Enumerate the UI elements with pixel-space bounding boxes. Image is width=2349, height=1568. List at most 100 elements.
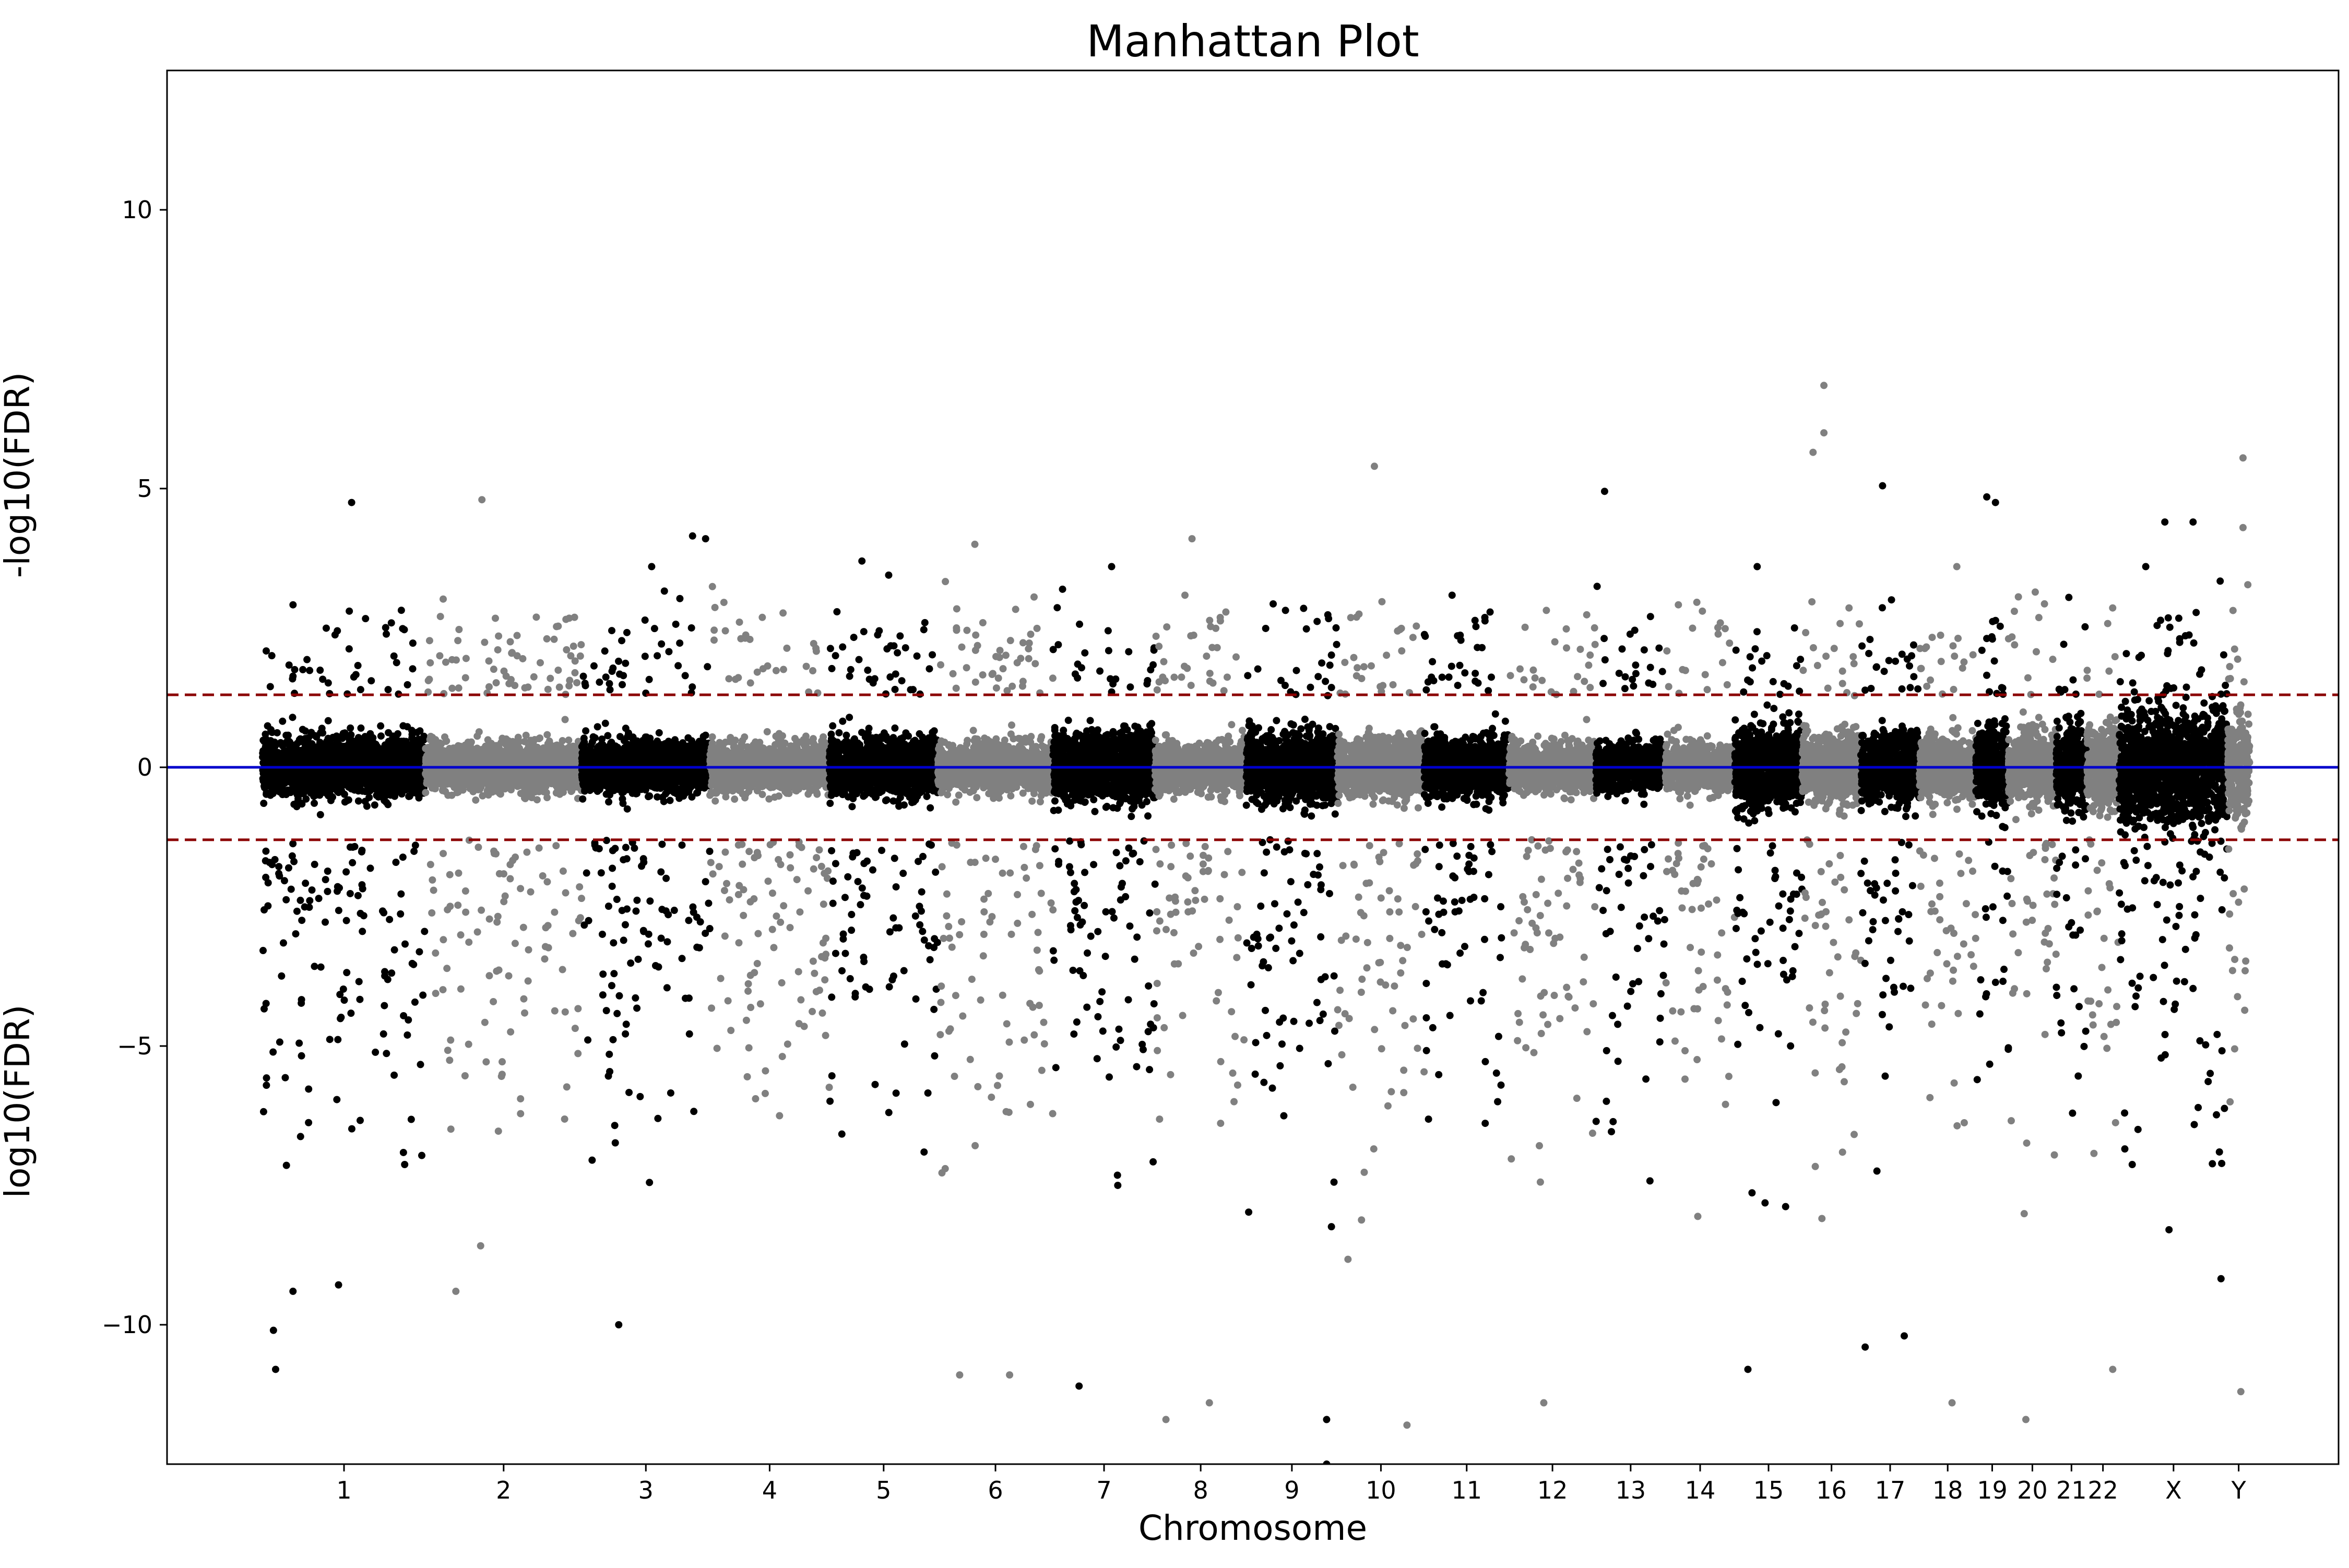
point [1669, 1007, 1677, 1015]
point [1278, 1040, 1286, 1048]
point [1322, 678, 1330, 685]
point [2222, 682, 2229, 690]
point [386, 916, 394, 923]
point [1679, 666, 1687, 673]
point [2144, 862, 2152, 870]
point [980, 908, 988, 916]
point [293, 907, 301, 915]
point [1472, 623, 1480, 631]
point [1914, 685, 1922, 693]
point [2231, 645, 2238, 653]
point [980, 895, 988, 903]
point [752, 1095, 760, 1103]
point [1537, 992, 1545, 1000]
point [1598, 865, 1606, 873]
point [720, 887, 728, 895]
point [1036, 862, 1043, 870]
point [1314, 673, 1322, 681]
point [289, 840, 297, 848]
point [1025, 639, 1033, 647]
point-chr18 [1948, 1399, 1956, 1407]
point [1916, 847, 1924, 855]
point [439, 986, 447, 994]
point [1201, 842, 1209, 850]
point [941, 1165, 949, 1172]
point [780, 902, 788, 910]
point [497, 1073, 505, 1080]
point [1268, 1084, 1276, 1092]
point [1555, 889, 1562, 897]
point [1090, 861, 1098, 869]
point [1693, 1056, 1701, 1064]
point [1713, 896, 1721, 904]
point [1718, 659, 1726, 667]
point [346, 843, 354, 851]
point [988, 671, 996, 679]
point [1259, 962, 1266, 970]
point [982, 854, 990, 862]
point [1262, 624, 1270, 632]
point [1428, 673, 1436, 681]
point [871, 1080, 879, 1088]
point [1054, 641, 1062, 649]
point [1950, 685, 1958, 693]
point [818, 1009, 826, 1017]
point [930, 1005, 938, 1013]
point-chr8 [1205, 1399, 1213, 1407]
point [306, 897, 314, 905]
point [282, 1161, 290, 1169]
point [979, 619, 987, 627]
point [455, 684, 462, 692]
point [578, 895, 586, 902]
point [1344, 1255, 1352, 1263]
point [1606, 856, 1614, 863]
point [550, 635, 558, 643]
point [499, 1058, 506, 1066]
point [1413, 622, 1420, 630]
point [2116, 889, 2123, 897]
point [2150, 973, 2157, 981]
point [2175, 911, 2183, 919]
point [1455, 907, 1463, 915]
point [1166, 894, 1173, 902]
point [525, 946, 532, 954]
point [1953, 563, 1961, 571]
point [917, 907, 925, 915]
point [1647, 841, 1655, 849]
point [1532, 890, 1540, 898]
point [2103, 1044, 2111, 1052]
point [1394, 627, 1402, 635]
point [1313, 999, 1321, 1006]
point [620, 672, 627, 680]
point [411, 841, 419, 849]
point [1050, 956, 1058, 964]
point [575, 917, 583, 924]
point [1838, 667, 1846, 675]
point [315, 895, 323, 902]
point [1838, 1148, 1846, 1156]
point [1545, 837, 1553, 845]
point [1485, 871, 1492, 878]
point [2190, 1121, 2198, 1129]
point [1528, 836, 1536, 844]
point [1162, 925, 1170, 933]
point [2089, 1021, 2097, 1029]
point [1146, 909, 1154, 917]
point [574, 1005, 582, 1013]
point [1378, 1045, 1385, 1053]
point [1497, 903, 1505, 911]
point [1954, 1009, 1962, 1017]
point [390, 1071, 398, 1079]
point [2135, 654, 2143, 661]
point [622, 659, 630, 667]
point [2225, 944, 2233, 952]
point [1330, 972, 1338, 980]
point [417, 1061, 424, 1068]
point [1869, 926, 1877, 934]
point [485, 972, 493, 980]
point-chr3 [702, 535, 709, 543]
point [2028, 917, 2036, 924]
point [920, 1148, 928, 1156]
point [734, 890, 742, 898]
